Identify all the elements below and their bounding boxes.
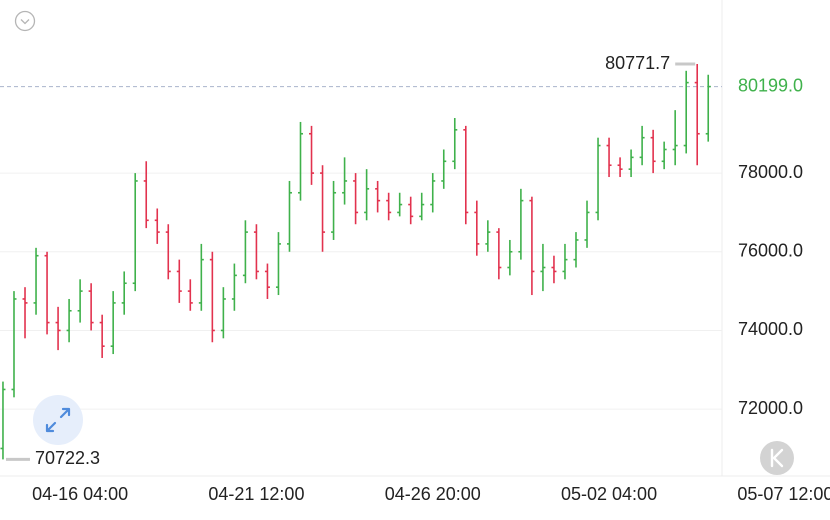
collapse-chevron: [20, 19, 30, 25]
x-tick-label: 04-26 20:00: [385, 484, 481, 504]
expand-circle: [33, 395, 83, 445]
last-price-label: 80199.0: [738, 75, 803, 95]
min-marker-label: 70722.3: [35, 448, 100, 468]
expand-icon: [45, 407, 71, 433]
collapse-button[interactable]: [14, 10, 36, 32]
x-tick-label: 04-21 12:00: [208, 484, 304, 504]
x-tick-label: 05-02 04:00: [561, 484, 657, 504]
y-tick-label: 74000.0: [738, 319, 803, 339]
collapse-circle: [14, 10, 36, 32]
y-tick-label: 78000.0: [738, 162, 803, 182]
expand-button[interactable]: [33, 395, 83, 445]
x-tick-label: 05-07 12:00: [737, 484, 830, 504]
y-tick-label: 76000.0: [738, 241, 803, 261]
x-tick-label: 04-16 04:00: [32, 484, 128, 504]
y-tick-label: 72000.0: [738, 398, 803, 418]
kline-button[interactable]: [760, 441, 794, 475]
kline-circle: [760, 441, 794, 475]
kline-icon: [770, 448, 784, 468]
max-marker-label: 80771.7: [605, 53, 670, 73]
